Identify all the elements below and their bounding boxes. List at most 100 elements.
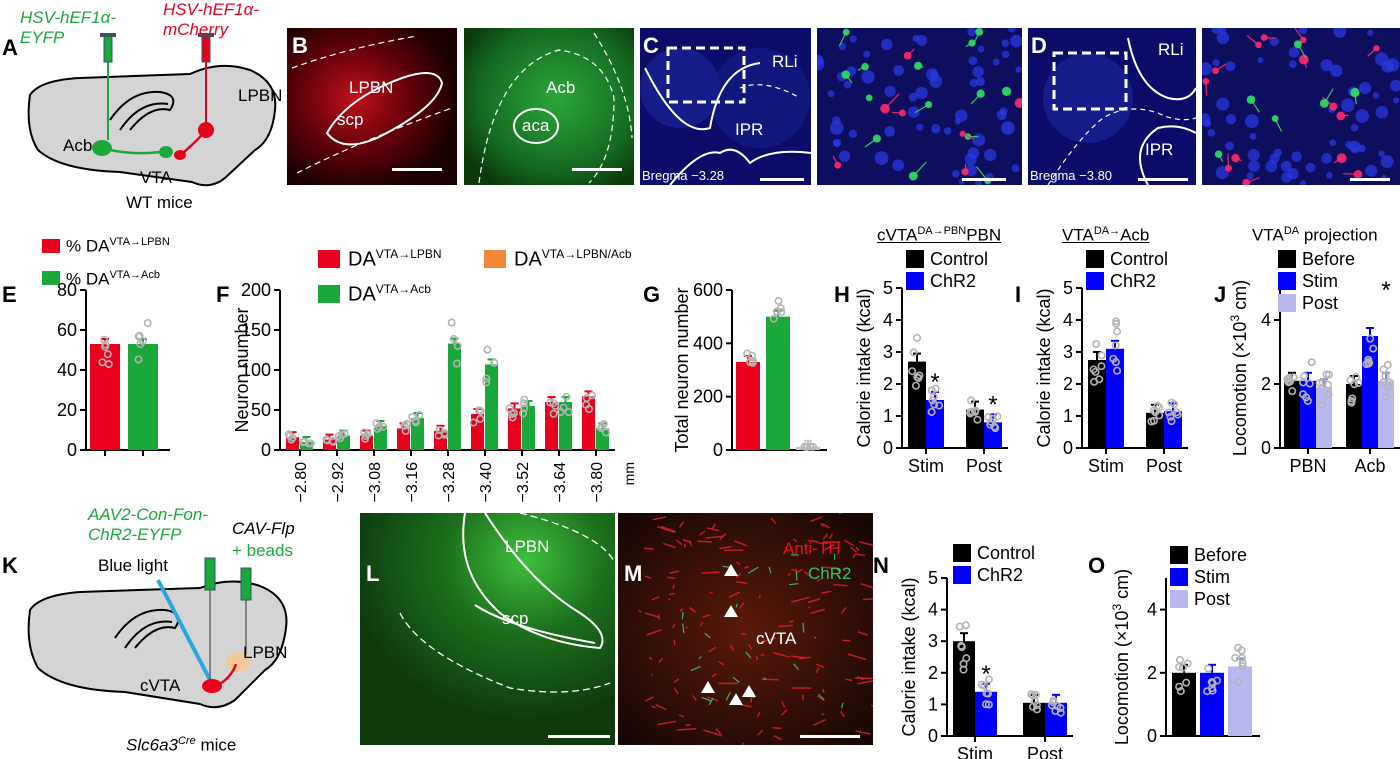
chart-o-legend-label: Before xyxy=(1194,545,1247,565)
legend-e-swatch-red xyxy=(42,238,60,253)
chr2-fiber xyxy=(701,696,711,702)
dapi-nucleus-d xyxy=(1212,59,1220,67)
dapi-nucleus-d xyxy=(1281,172,1292,183)
chart-j-legend-swatch xyxy=(1278,250,1296,268)
chartN-dot xyxy=(961,621,970,630)
th-fiber xyxy=(652,516,667,521)
dapi-nucleus-d xyxy=(1225,114,1237,125)
region-lpbn-l: LPBN xyxy=(505,537,550,556)
chart-f-bar xyxy=(360,435,373,450)
th-fiber xyxy=(781,700,786,708)
scale-bar-b2 xyxy=(572,168,622,171)
dapi-nucleus-d xyxy=(1207,128,1216,137)
chartJ-ylabel: Locomotion (×103 cm) xyxy=(1228,280,1250,456)
chart-f-y-tick-label: 150 xyxy=(241,320,271,340)
panel-label-d: D xyxy=(1031,33,1047,58)
chart-o-legend-label: Post xyxy=(1194,589,1230,609)
chartN-dot xyxy=(959,665,968,674)
chart-g-ylabel: Total neuron number xyxy=(672,287,692,452)
th-fiber xyxy=(649,656,653,661)
chartI-y-tick-label: 5 xyxy=(1063,278,1073,298)
chart-i-legend-swatch xyxy=(1086,250,1104,268)
mcherry-neuron-process xyxy=(962,133,975,140)
region-cvta-k: cVTA xyxy=(140,676,181,695)
chartJ-x-tick-label: Acb xyxy=(1354,456,1385,476)
chart-g-dot xyxy=(748,351,757,360)
th-fiber xyxy=(778,624,794,628)
dapi-nucleus xyxy=(893,65,904,76)
th-fiber xyxy=(685,626,689,629)
bregma-d: Bregma −3.80 xyxy=(1030,168,1113,183)
th-fiber xyxy=(757,729,764,736)
region-scp-b: scp xyxy=(337,110,364,129)
chart-f-y-tick-label: 100 xyxy=(241,360,271,380)
chartH-dot xyxy=(935,401,944,410)
chart-f-dot xyxy=(556,408,565,417)
scale-bar-d2 xyxy=(1350,178,1390,181)
th-fiber xyxy=(773,734,782,741)
th-fiber xyxy=(711,523,716,530)
chr2-fiber xyxy=(725,691,731,701)
chartN-x-tick-label: Stim xyxy=(957,744,993,759)
chart-f-dot xyxy=(508,413,517,422)
dapi-nucleus xyxy=(907,106,920,118)
chartH-bar xyxy=(926,400,944,448)
chartJ-dot xyxy=(1315,378,1324,387)
chart-h-legend-label: ChR2 xyxy=(930,271,976,291)
chr2-fiber xyxy=(708,697,714,706)
chart-o-dot xyxy=(1234,677,1243,686)
panel-label-l: L xyxy=(366,561,380,586)
chart-g-dot xyxy=(800,442,809,451)
th-fiber xyxy=(706,527,719,532)
th-fiber xyxy=(638,609,642,613)
th-fiber xyxy=(741,742,745,745)
legend-f-swatch-orange xyxy=(484,249,506,268)
mcherry-neuron-d-process xyxy=(1333,157,1342,164)
panel-label-b: B xyxy=(292,33,308,58)
chartN-y-tick-label: 2 xyxy=(928,663,938,683)
region-lpbn-label: LPBN xyxy=(238,86,283,105)
th-fiber xyxy=(711,673,717,678)
mcherry-neuron-d xyxy=(1298,54,1309,65)
chartI-dot xyxy=(1166,412,1175,421)
th-fiber xyxy=(738,602,745,610)
chartN-dot xyxy=(1056,708,1065,717)
chart-f-dot xyxy=(372,419,381,428)
dapi-nucleus-d xyxy=(1351,146,1359,154)
mcherry-neuron-d xyxy=(1353,169,1363,179)
th-fiber xyxy=(673,678,680,684)
th-fiber xyxy=(668,592,676,595)
panel-label-c: C xyxy=(643,33,659,58)
label-anti-th: Anti-TH xyxy=(783,539,841,558)
dapi-nucleus xyxy=(1000,121,1015,135)
chart-o-bar xyxy=(1172,672,1196,736)
th-fiber xyxy=(772,726,782,730)
chartI-bar xyxy=(1106,348,1124,448)
chart-f-y-tick-label: 0 xyxy=(261,440,271,460)
chart-f-bar xyxy=(559,402,572,450)
chart-f-dot xyxy=(469,418,478,427)
chart-g-dot xyxy=(776,304,785,313)
dapi-nucleus-d xyxy=(1340,98,1355,113)
micrograph-d-overview: D RLi IPR Bregma −3.80 xyxy=(1028,28,1196,185)
region-acb-b: Acb xyxy=(546,78,576,97)
legend-f-text-lpbn: DA xyxy=(348,248,376,271)
chart-f-dot xyxy=(300,437,309,446)
dapi-nucleus-d xyxy=(1333,28,1347,38)
cav-syringe xyxy=(240,567,252,601)
chartI-dot xyxy=(1089,365,1098,374)
chart-j-significance: * xyxy=(1381,277,1390,304)
chart-f-x-tick-label: −2.92 xyxy=(330,462,347,503)
chr2-fiber xyxy=(789,583,799,586)
chartJ-dot xyxy=(1288,387,1297,396)
chartH-significance: * xyxy=(988,391,997,418)
chart-e-y-tick-label: 80 xyxy=(57,280,77,300)
th-fiber xyxy=(870,704,873,707)
chart-f-y-tick-label: 50 xyxy=(251,400,271,420)
th-fiber xyxy=(701,571,720,574)
dapi-nucleus xyxy=(972,133,986,147)
th-fiber xyxy=(672,584,675,590)
scale-bar-c xyxy=(760,178,804,181)
chartJ-dot xyxy=(1347,397,1356,406)
chartJ-dot xyxy=(1381,392,1390,401)
